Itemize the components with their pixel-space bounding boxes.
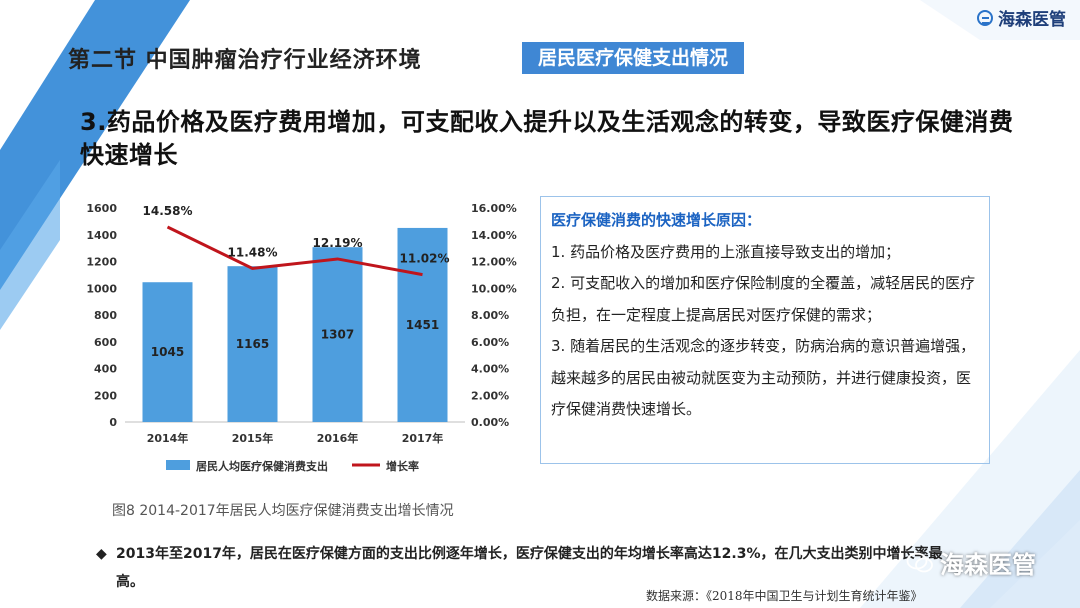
growth-rate-label: 14.58%	[143, 204, 193, 218]
y-left-tick-label: 600	[94, 336, 117, 349]
brand-logo: 海森医管	[977, 5, 1066, 30]
y-right-tick-label: 14.00%	[471, 229, 517, 242]
y-left-tick-label: 1200	[86, 256, 117, 269]
brand-name: 海森医管	[998, 10, 1066, 30]
legend-bar-label: 居民人均医疗保健消费支出	[196, 459, 328, 473]
bar	[227, 266, 278, 422]
x-tick-label: 2017年	[402, 431, 444, 445]
growth-rate-line	[166, 225, 423, 277]
bar-value-label: 1165	[236, 337, 269, 351]
reasons-box: 医疗保健消费的快速增长原因： 1. 药品价格及医疗费用的上涨直接导致支出的增加；…	[540, 196, 990, 464]
y-right-tick-label: 4.00%	[471, 363, 509, 376]
reason-item-1: 1. 药品价格及医疗费用的上涨直接导致支出的增加；	[551, 242, 901, 261]
section-tag: 居民医疗保健支出情况	[522, 42, 744, 74]
bar	[142, 282, 193, 422]
legend-line-label: 增长率	[386, 459, 419, 473]
y-right-tick-label: 0.00%	[471, 416, 509, 429]
bar	[312, 247, 363, 422]
bar-value-label: 1045	[151, 345, 184, 359]
watermark-brand: 海森医管	[906, 545, 1036, 580]
legend-bar-swatch	[166, 460, 190, 470]
growth-rate-label: 11.02%	[400, 252, 450, 266]
diamond-bullet-icon: ◆	[96, 546, 107, 562]
x-tick-label: 2016年	[317, 431, 359, 445]
reasons-title: 医疗保健消费的快速增长原因：	[551, 211, 762, 229]
y-left-tick-label: 0	[109, 416, 117, 429]
y-left-tick-label: 1400	[86, 229, 117, 242]
bar-value-label: 1451	[406, 318, 439, 332]
wechat-icon	[906, 552, 933, 572]
growth-rate-label: 12.19%	[313, 236, 363, 250]
bottom-note: ◆ 2013年至2017年，居民在医疗保健方面的支出比例逐年增长，医疗保健支出的…	[96, 540, 946, 596]
bar-value-label: 1307	[321, 328, 354, 342]
chart-caption: 图8 2014-2017年居民人均医疗保健消费支出增长情况	[112, 503, 454, 519]
reason-item-3: 3. 随着居民的生活观念的逐步转变，防病治病的意识普遍增强，越来越多的居民由被动…	[551, 337, 976, 418]
headline: 3.药品价格及医疗费用增加，可支配收入提升以及生活观念的转变，导致医疗保健消费快…	[80, 108, 1014, 169]
growth-rate-label: 11.48%	[228, 245, 278, 259]
y-left-tick-label: 400	[94, 363, 117, 376]
y-left-tick-label: 800	[94, 309, 117, 322]
haisen-logo-icon	[977, 9, 993, 26]
data-source: 数据来源：《2018年中国卫生与计划生育统计年鉴》	[646, 589, 923, 603]
bottom-note-text: 2013年至2017年，居民在医疗保健方面的支出比例逐年增长，医疗保健支出的年均…	[116, 546, 943, 590]
y-right-tick-label: 2.00%	[471, 389, 509, 402]
reason-item-2: 2. 可支配收入的增加和医疗保险制度的全覆盖，减轻居民的医疗负担，在一定程度上提…	[551, 274, 976, 324]
spending-growth-chart: 0 200 400 600 800 1000 1200 1400 1600 0.00% 2.00% 4…	[86, 202, 517, 473]
section-title: 第二节 中国肿瘤治疗行业经济环境	[68, 48, 422, 73]
y-left-tick-label: 1600	[86, 202, 117, 215]
x-tick-label: 2014年	[147, 431, 189, 445]
y-right-tick-label: 16.00%	[471, 202, 517, 215]
y-right-tick-label: 12.00%	[471, 256, 517, 269]
y-right-tick-label: 8.00%	[471, 309, 509, 322]
y-right-tick-label: 10.00%	[471, 282, 517, 295]
y-right-tick-label: 6.00%	[471, 336, 509, 349]
x-tick-label: 2015年	[232, 431, 274, 445]
watermark-text: 海森医管	[940, 551, 1036, 579]
y-left-tick-label: 1000	[86, 282, 117, 295]
y-left-tick-label: 200	[94, 389, 117, 402]
bar	[397, 227, 448, 422]
